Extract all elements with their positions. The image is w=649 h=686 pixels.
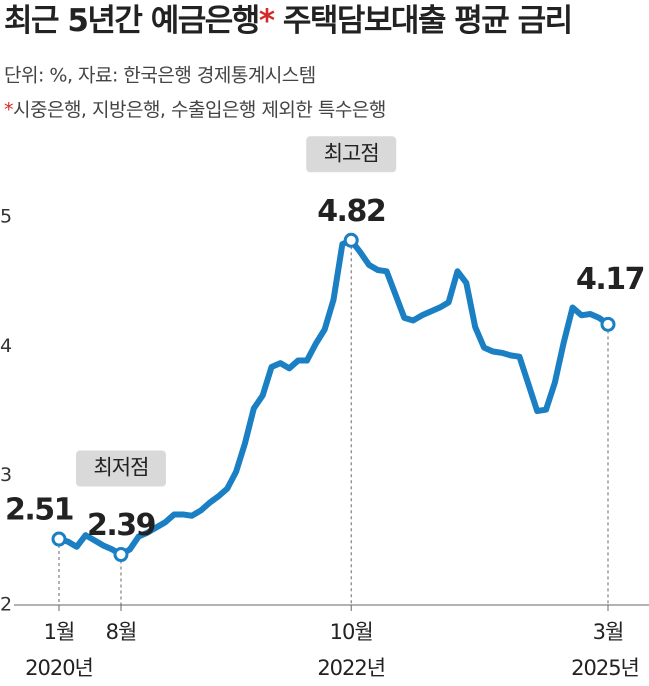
x-year-label: 2025년 <box>571 656 639 680</box>
x-tick-label: 3월 <box>593 620 624 644</box>
value-label: 4.82 <box>317 194 385 229</box>
annotation-text: 최저점 <box>93 456 148 480</box>
subtitle: 단위: %, 자료: 한국은행 경제통계시스템 <box>4 65 316 87</box>
y-tick-label: 2 <box>0 594 12 616</box>
chart-title: 최근 5년간 예금은행* 주택담보대출 평균 금리 <box>4 3 572 39</box>
annotation-badge <box>306 136 397 173</box>
y-tick-label: 5 <box>0 206 12 228</box>
point-marker <box>113 547 129 563</box>
y-tick-label: 4 <box>0 335 12 357</box>
value-label: 2.39 <box>87 508 155 543</box>
note-asterisk: * <box>4 99 13 121</box>
x-tick-label: 1월 <box>44 620 75 644</box>
annotation-text: 최고점 <box>324 141 379 165</box>
note-text: 시중은행, 지방은행, 수출입은행 제외한 특수은행 <box>13 99 386 121</box>
annotation-badge <box>75 450 166 487</box>
value-label: 2.51 <box>5 493 73 528</box>
line <box>56 237 611 558</box>
note: *시중은행, 지방은행, 수출입은행 제외한 특수은행 <box>4 99 386 121</box>
x-year-label: 2020년 <box>25 656 93 680</box>
title-asterisk: * <box>259 3 275 39</box>
y-tick-label: 3 <box>0 464 12 486</box>
point-marker <box>600 316 616 332</box>
value-label: 4.17 <box>576 262 644 297</box>
title-part: 주택담보대출 평균 금리 <box>274 3 572 39</box>
title-part: 최근 5년간 예금은행 <box>4 3 259 39</box>
point-marker <box>343 232 359 248</box>
x-year-label: 2022년 <box>317 656 385 680</box>
x-tick-label: 8월 <box>106 620 137 644</box>
point-marker <box>51 531 67 547</box>
x-tick-label: 10월 <box>330 620 373 644</box>
